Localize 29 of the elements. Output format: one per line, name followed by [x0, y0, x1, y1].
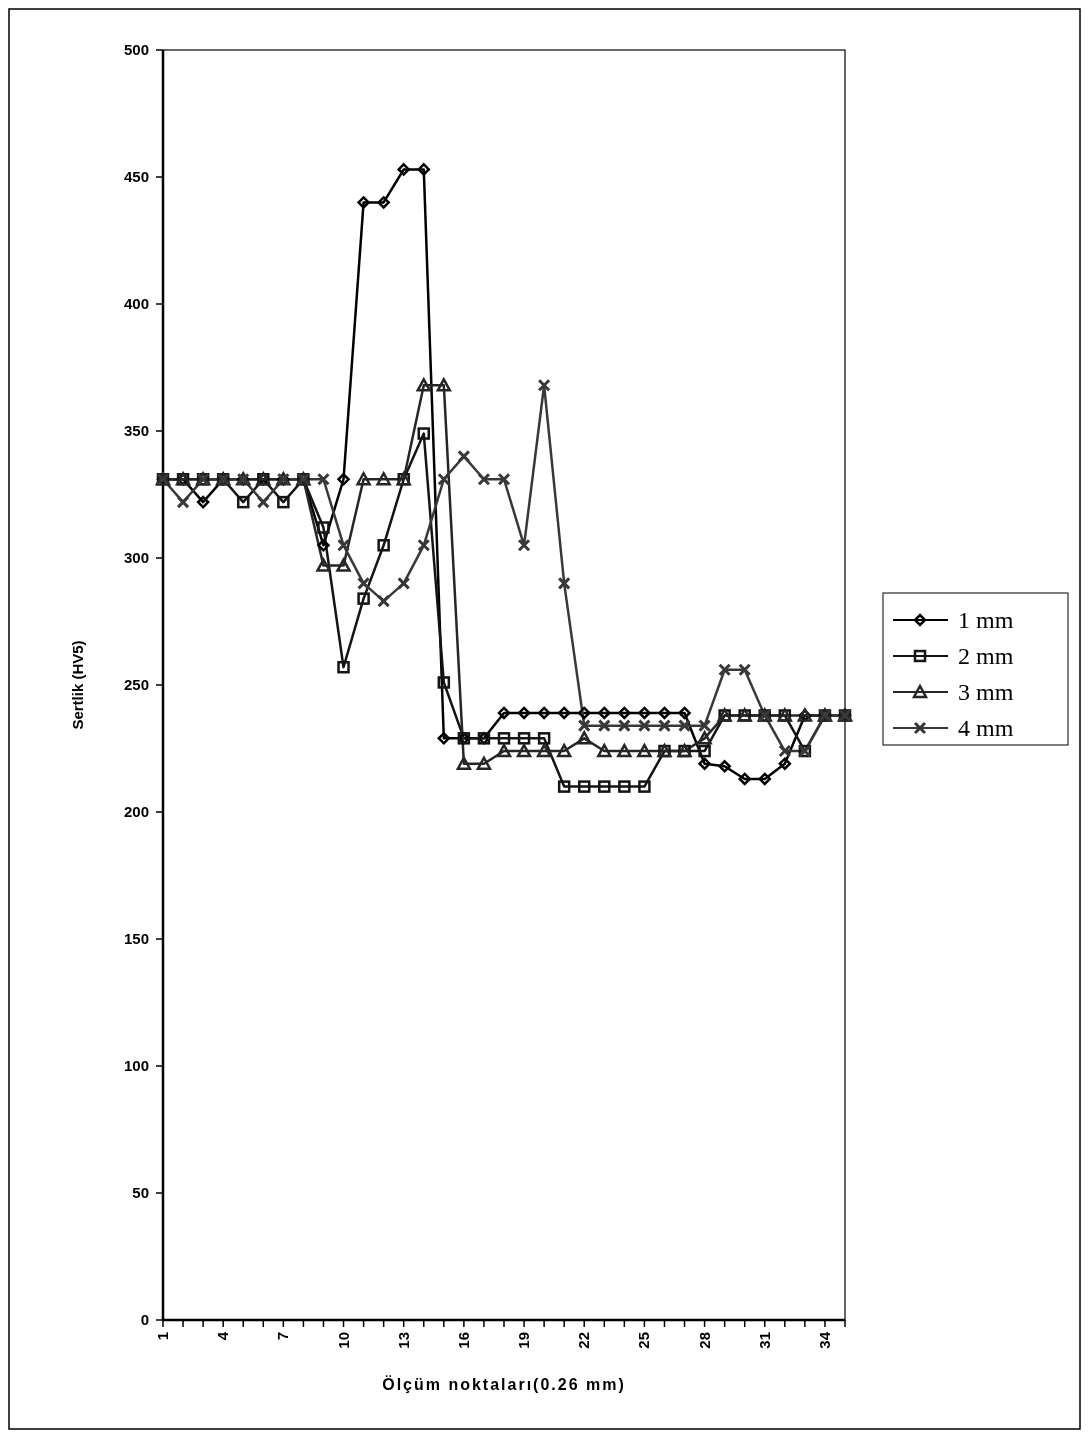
y-tick-label: 200	[123, 803, 149, 821]
x-tick-label: 16	[454, 1332, 472, 1349]
x-tick-label: 25	[635, 1332, 653, 1349]
y-axis-title: Sertlik (HV5)	[69, 640, 86, 730]
x-tick-label: 19	[515, 1332, 533, 1349]
x-tick-label: 4	[214, 1331, 232, 1341]
legend-label: 3 mm	[958, 679, 1014, 706]
x-tick-label: 1	[154, 1332, 171, 1341]
x-tick-label: 7	[274, 1332, 292, 1341]
legend-label: 4 mm	[958, 715, 1014, 742]
x-axis-title: Ölçüm noktaları(0.26 mm)	[382, 1375, 626, 1393]
y-tick-label: 150	[123, 930, 149, 948]
y-tick-label: 500	[123, 41, 149, 59]
y-tick-label: 300	[123, 549, 149, 567]
legend-label: 2 mm	[958, 643, 1014, 670]
y-tick-label: 0	[140, 1311, 149, 1329]
x-tick-label: 10	[334, 1332, 352, 1349]
y-tick-label: 400	[123, 295, 149, 313]
y-tick-label: 100	[123, 1057, 149, 1075]
y-tick-label: 450	[123, 168, 149, 186]
x-tick-label: 13	[394, 1332, 412, 1349]
y-tick-label: 350	[123, 422, 149, 440]
x-tick-label: 22	[575, 1332, 593, 1349]
x-tick-label: 34	[815, 1331, 833, 1349]
x-tick-label: 31	[755, 1332, 773, 1349]
x-tick-label: 28	[695, 1332, 713, 1349]
legend-label: 1 mm	[958, 607, 1014, 634]
y-tick-label: 50	[132, 1184, 149, 1202]
y-tick-label: 250	[123, 676, 149, 694]
